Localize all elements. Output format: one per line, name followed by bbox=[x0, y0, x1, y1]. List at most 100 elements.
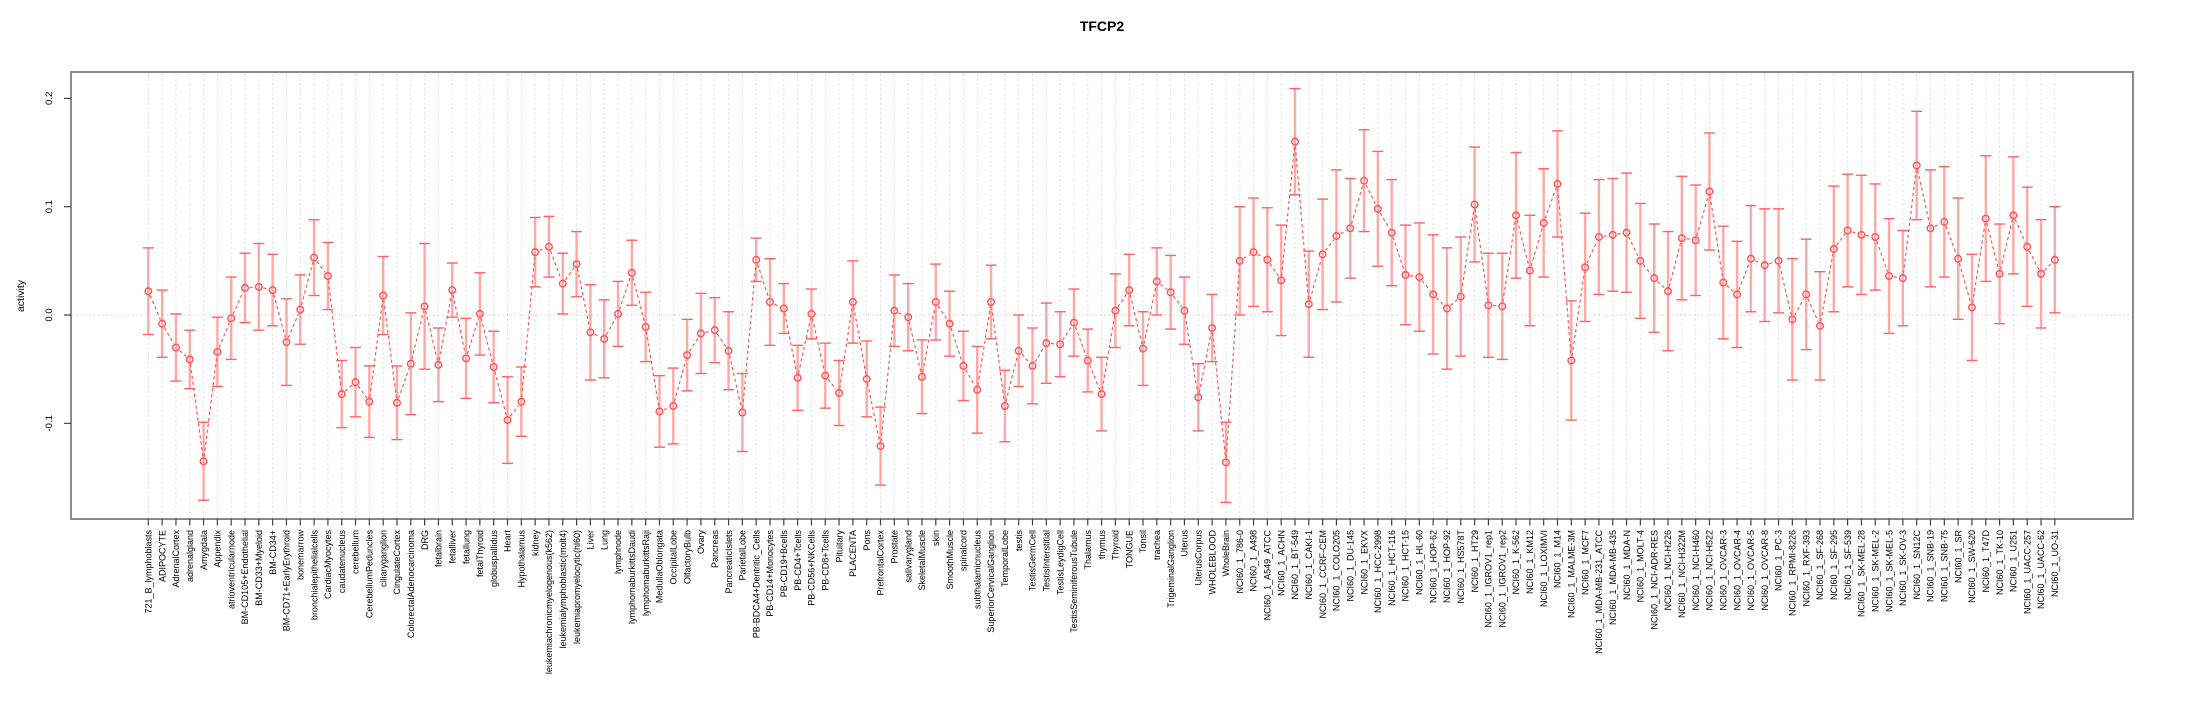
series-segment bbox=[1143, 285, 1157, 345]
data-point bbox=[1567, 356, 1576, 365]
data-point bbox=[2037, 269, 2046, 278]
data-point bbox=[1829, 244, 1838, 253]
x-tick-label: NCI60_1_UACC-257 bbox=[2022, 530, 2032, 614]
data-point bbox=[392, 398, 401, 407]
x-tick-label: NCI60_1_HT29 bbox=[1470, 530, 1480, 593]
x-tick-label: NCI60_1_A549_ATCC bbox=[1263, 530, 1273, 621]
data-point bbox=[1125, 286, 1134, 295]
x-tick-label: PB-CD14+Monocytes bbox=[765, 530, 775, 617]
x-tick-label: caudatenucleus bbox=[337, 530, 347, 594]
series-segment bbox=[232, 291, 244, 315]
data-point bbox=[1912, 161, 1921, 170]
series-segment bbox=[1365, 184, 1377, 205]
data-point bbox=[779, 304, 788, 313]
series-segment bbox=[576, 268, 591, 328]
series-segment bbox=[327, 280, 342, 390]
data-point bbox=[1097, 390, 1106, 399]
series-segment bbox=[425, 310, 438, 361]
y-tick-label: -0.1 bbox=[44, 415, 55, 431]
series-segment bbox=[605, 317, 617, 336]
x-tick-label: bonemarrow bbox=[295, 530, 305, 581]
x-tick-label: MedullaOblongata bbox=[655, 530, 665, 603]
series-segment bbox=[1088, 364, 1101, 391]
series-segment bbox=[594, 333, 601, 338]
x-tick-label: NCI60_1_A498 bbox=[1249, 530, 1259, 592]
x-tick-label: NCI60_1_KM12 bbox=[1525, 530, 1535, 594]
series-segment bbox=[1544, 188, 1557, 219]
series-segment bbox=[1779, 265, 1792, 315]
series-segment bbox=[1934, 223, 1941, 227]
data-point bbox=[683, 351, 692, 360]
series-segment bbox=[1516, 219, 1530, 267]
series-segment bbox=[1686, 238, 1692, 241]
x-tick-label: leukemiapromyelocytic(hl60) bbox=[572, 530, 582, 644]
data-point bbox=[821, 371, 830, 380]
series-segment bbox=[645, 331, 660, 407]
data-point bbox=[1636, 256, 1645, 265]
x-tick-label: NCI60_1_MDA-N bbox=[1622, 530, 1632, 600]
x-tick-label: NCI60_1_OVCAR-5 bbox=[1746, 530, 1756, 611]
x-tick-label: adrenalgland bbox=[185, 530, 195, 582]
series-segment bbox=[438, 294, 452, 361]
y-tick-label: 0.2 bbox=[44, 92, 55, 105]
x-tick-label: fetalbrain bbox=[434, 530, 444, 567]
x-tick-label: NCI60_1_HCT-116 bbox=[1387, 530, 1397, 606]
data-point-layer bbox=[144, 137, 2059, 467]
data-point bbox=[489, 362, 498, 371]
series-segment bbox=[2028, 250, 2040, 270]
series-segment bbox=[1876, 241, 1889, 272]
x-tick-label: NCI60_1_MALME-3M bbox=[1566, 530, 1576, 618]
x-tick-label: NCI60_1_SN12C bbox=[1912, 530, 1922, 600]
data-point bbox=[1221, 458, 1230, 467]
x-tick-label: PB-CD4+Tcells bbox=[793, 530, 803, 591]
series-segment bbox=[742, 264, 757, 408]
y-axis-title: activity bbox=[15, 279, 27, 313]
data-point bbox=[337, 390, 346, 399]
x-tick-label: NCI60_1_SNB-19 bbox=[1926, 530, 1936, 602]
series-segment bbox=[1450, 299, 1458, 306]
series-segment bbox=[1281, 146, 1296, 276]
x-tick-label: NCI60_1_UACC-62 bbox=[2036, 530, 2046, 609]
x-tick-label: PLACENTA bbox=[848, 530, 858, 577]
x-tick-label: AdrenalCortex bbox=[171, 530, 181, 588]
data-point bbox=[434, 360, 443, 369]
x-tick-label: Thalamus bbox=[1083, 530, 1093, 570]
series-segment bbox=[1628, 236, 1639, 257]
data-point bbox=[1802, 290, 1811, 299]
data-point bbox=[600, 334, 609, 343]
x-tick-label: TONGUE bbox=[1124, 530, 1134, 568]
data-point bbox=[1194, 393, 1203, 402]
series-segment bbox=[357, 385, 368, 399]
data-point bbox=[669, 401, 678, 410]
data-point bbox=[1898, 274, 1907, 283]
series-segment bbox=[898, 312, 905, 316]
series-segment bbox=[1243, 254, 1250, 259]
data-point bbox=[807, 309, 816, 318]
series-segment bbox=[1557, 188, 1572, 356]
x-tick-label: SmoothMuscle bbox=[945, 530, 955, 590]
data-point bbox=[1235, 256, 1244, 265]
x-tick-label: cerebellum bbox=[351, 530, 361, 574]
x-tick-label: NCI60_1_ACHN bbox=[1276, 530, 1286, 596]
data-point bbox=[1111, 306, 1120, 315]
x-tick-label: Heart bbox=[503, 530, 513, 553]
series-segment bbox=[1902, 170, 1917, 274]
x-tick-label: lymphnode bbox=[613, 530, 623, 574]
x-tick-label: NCI60_1_BT-549 bbox=[1290, 530, 1300, 600]
data-point bbox=[1304, 300, 1313, 309]
data-point bbox=[379, 291, 388, 300]
series-segment bbox=[564, 267, 575, 281]
data-point bbox=[1608, 230, 1617, 239]
x-tick-label: Pons bbox=[862, 530, 872, 551]
x-tick-label: NCI60_1_M14 bbox=[1553, 530, 1563, 588]
x-tick-label: NCI60_1_MDA-MB-231_ATCC bbox=[1594, 530, 1604, 654]
data-point bbox=[254, 282, 263, 291]
x-tick-label: leukemialymphoblastic(molt4) bbox=[558, 530, 568, 649]
data-point bbox=[1664, 287, 1673, 296]
data-point bbox=[1470, 200, 1479, 209]
x-tick-label: NCI60_1_NCI-H460 bbox=[1691, 530, 1701, 611]
series-segment bbox=[1034, 346, 1045, 363]
data-point bbox=[1139, 344, 1148, 353]
x-tick-label: NCI60_1_NCI-ADR-RES bbox=[1649, 530, 1659, 630]
series-segment bbox=[1160, 283, 1168, 290]
